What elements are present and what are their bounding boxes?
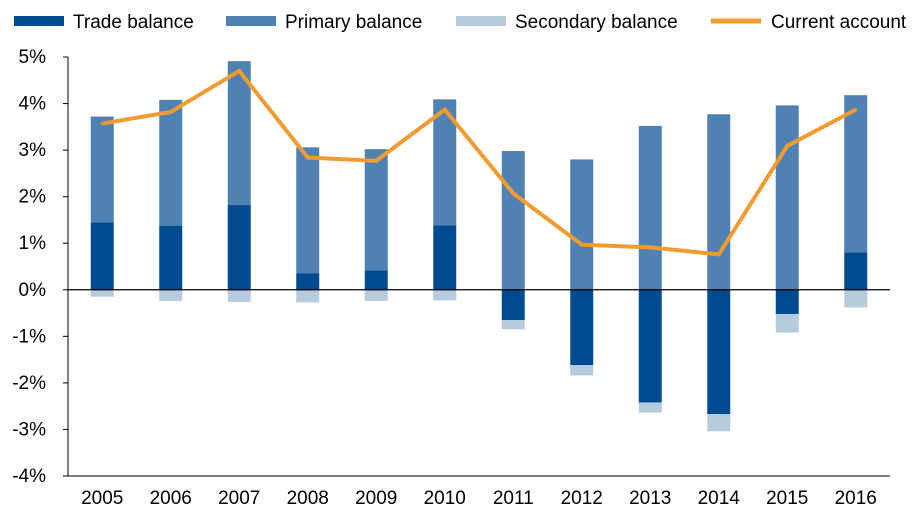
bar-secondary-balance-2009 bbox=[364, 289, 388, 301]
x-tick-label: 2011 bbox=[493, 488, 534, 509]
bars bbox=[90, 61, 868, 432]
legend-label-current-account: Current account bbox=[771, 12, 907, 33]
x-tick-label: 2005 bbox=[81, 488, 123, 509]
point-current-account-2011 bbox=[511, 191, 515, 195]
legend-label-secondary-balance: Secondary balance bbox=[515, 12, 678, 33]
y-tick-label: -2% bbox=[12, 373, 46, 394]
point-current-account-2007 bbox=[237, 69, 241, 73]
bar-primary-balance-2008 bbox=[296, 147, 320, 274]
point-current-account-2012 bbox=[580, 243, 584, 247]
legend-label-trade-balance: Trade balance bbox=[73, 12, 194, 33]
point-current-account-2005 bbox=[100, 122, 104, 126]
point-current-account-2009 bbox=[374, 159, 378, 163]
y-tick-label: -3% bbox=[12, 419, 46, 440]
legend: Trade balance Primary balance Secondary ba… bbox=[14, 12, 907, 33]
y-tick-label: 1% bbox=[19, 233, 47, 254]
y-tick-label: 5% bbox=[19, 47, 47, 68]
bar-primary-balance-2009 bbox=[364, 149, 388, 271]
y-tick-label: 2% bbox=[19, 187, 47, 208]
bar-trade-balance-2012 bbox=[570, 289, 594, 366]
y-tick-label: -4% bbox=[12, 466, 46, 487]
x-tick-label: 2016 bbox=[835, 488, 877, 509]
bar-trade-balance-2014 bbox=[707, 289, 731, 415]
legend-swatch-trade-balance bbox=[14, 16, 64, 26]
line-current-account bbox=[101, 68, 857, 257]
y-tick-label: 4% bbox=[19, 94, 47, 115]
bar-secondary-balance-2007 bbox=[227, 289, 251, 302]
bar-secondary-balance-2015 bbox=[775, 313, 799, 333]
bar-trade-balance-2009 bbox=[364, 270, 388, 290]
bar-secondary-balance-2014 bbox=[707, 414, 731, 432]
x-tick-label: 2009 bbox=[355, 488, 397, 509]
x-tick-label: 2013 bbox=[629, 488, 671, 509]
bar-primary-balance-2013 bbox=[638, 125, 662, 290]
bar-secondary-balance-2010 bbox=[433, 289, 457, 301]
point-current-account-2015 bbox=[785, 144, 789, 148]
line-layer bbox=[100, 68, 858, 257]
point-current-account-2010 bbox=[443, 108, 447, 112]
bar-primary-balance-2015 bbox=[775, 105, 799, 290]
bar-trade-balance-2011 bbox=[501, 289, 525, 321]
bar-primary-balance-2011 bbox=[501, 151, 525, 290]
bar-secondary-balance-2011 bbox=[501, 320, 525, 330]
bar-secondary-balance-2016 bbox=[844, 289, 868, 308]
point-current-account-2016 bbox=[854, 108, 858, 112]
bar-secondary-balance-2012 bbox=[570, 365, 594, 376]
bar-secondary-balance-2008 bbox=[296, 289, 320, 303]
bar-primary-balance-2014 bbox=[707, 114, 731, 290]
legend-swatch-secondary-balance bbox=[456, 16, 506, 26]
point-current-account-2014 bbox=[717, 252, 721, 256]
bar-primary-balance-2006 bbox=[159, 99, 183, 226]
y-tick-label: 3% bbox=[19, 140, 47, 161]
x-tick-label: 2008 bbox=[287, 488, 329, 509]
bar-trade-balance-2008 bbox=[296, 273, 320, 290]
bar-primary-balance-2007 bbox=[227, 61, 251, 206]
legend-swatch-primary-balance bbox=[226, 16, 276, 26]
bar-trade-balance-2016 bbox=[844, 252, 868, 290]
bar-trade-balance-2015 bbox=[775, 289, 799, 314]
point-current-account-2008 bbox=[306, 156, 310, 160]
bar-secondary-balance-2006 bbox=[159, 289, 183, 301]
bar-primary-balance-2010 bbox=[433, 99, 457, 226]
bar-primary-balance-2016 bbox=[844, 95, 868, 253]
point-current-account-2013 bbox=[648, 245, 652, 249]
x-tick-label: 2007 bbox=[218, 488, 260, 509]
x-tick-label: 2014 bbox=[698, 488, 741, 509]
bar-trade-balance-2013 bbox=[638, 289, 662, 403]
bar-trade-balance-2007 bbox=[227, 205, 251, 290]
x-tick-label: 2010 bbox=[424, 488, 466, 509]
y-tick-label: 0% bbox=[19, 280, 47, 301]
bar-trade-balance-2005 bbox=[90, 222, 114, 290]
bar-primary-balance-2005 bbox=[90, 116, 114, 223]
y-axis: -4% -3% -2% -1% 0% 1% 2% 3% 4% 5% bbox=[12, 47, 69, 487]
legend-label-primary-balance: Primary balance bbox=[285, 12, 422, 33]
x-axis: 2005 2006 2007 2008 2009 2010 2011 2012 2013 2014… bbox=[68, 475, 890, 509]
bar-primary-balance-2012 bbox=[570, 159, 594, 290]
x-tick-label: 2006 bbox=[150, 488, 192, 509]
x-tick-label: 2012 bbox=[561, 488, 603, 509]
y-tick-label: -1% bbox=[12, 326, 46, 347]
bar-secondary-balance-2005 bbox=[90, 289, 114, 297]
point-current-account-2006 bbox=[169, 110, 173, 114]
bar-trade-balance-2010 bbox=[433, 225, 457, 290]
bar-trade-balance-2006 bbox=[159, 225, 183, 290]
x-tick-label: 2015 bbox=[766, 488, 808, 509]
bar-secondary-balance-2013 bbox=[638, 402, 662, 413]
